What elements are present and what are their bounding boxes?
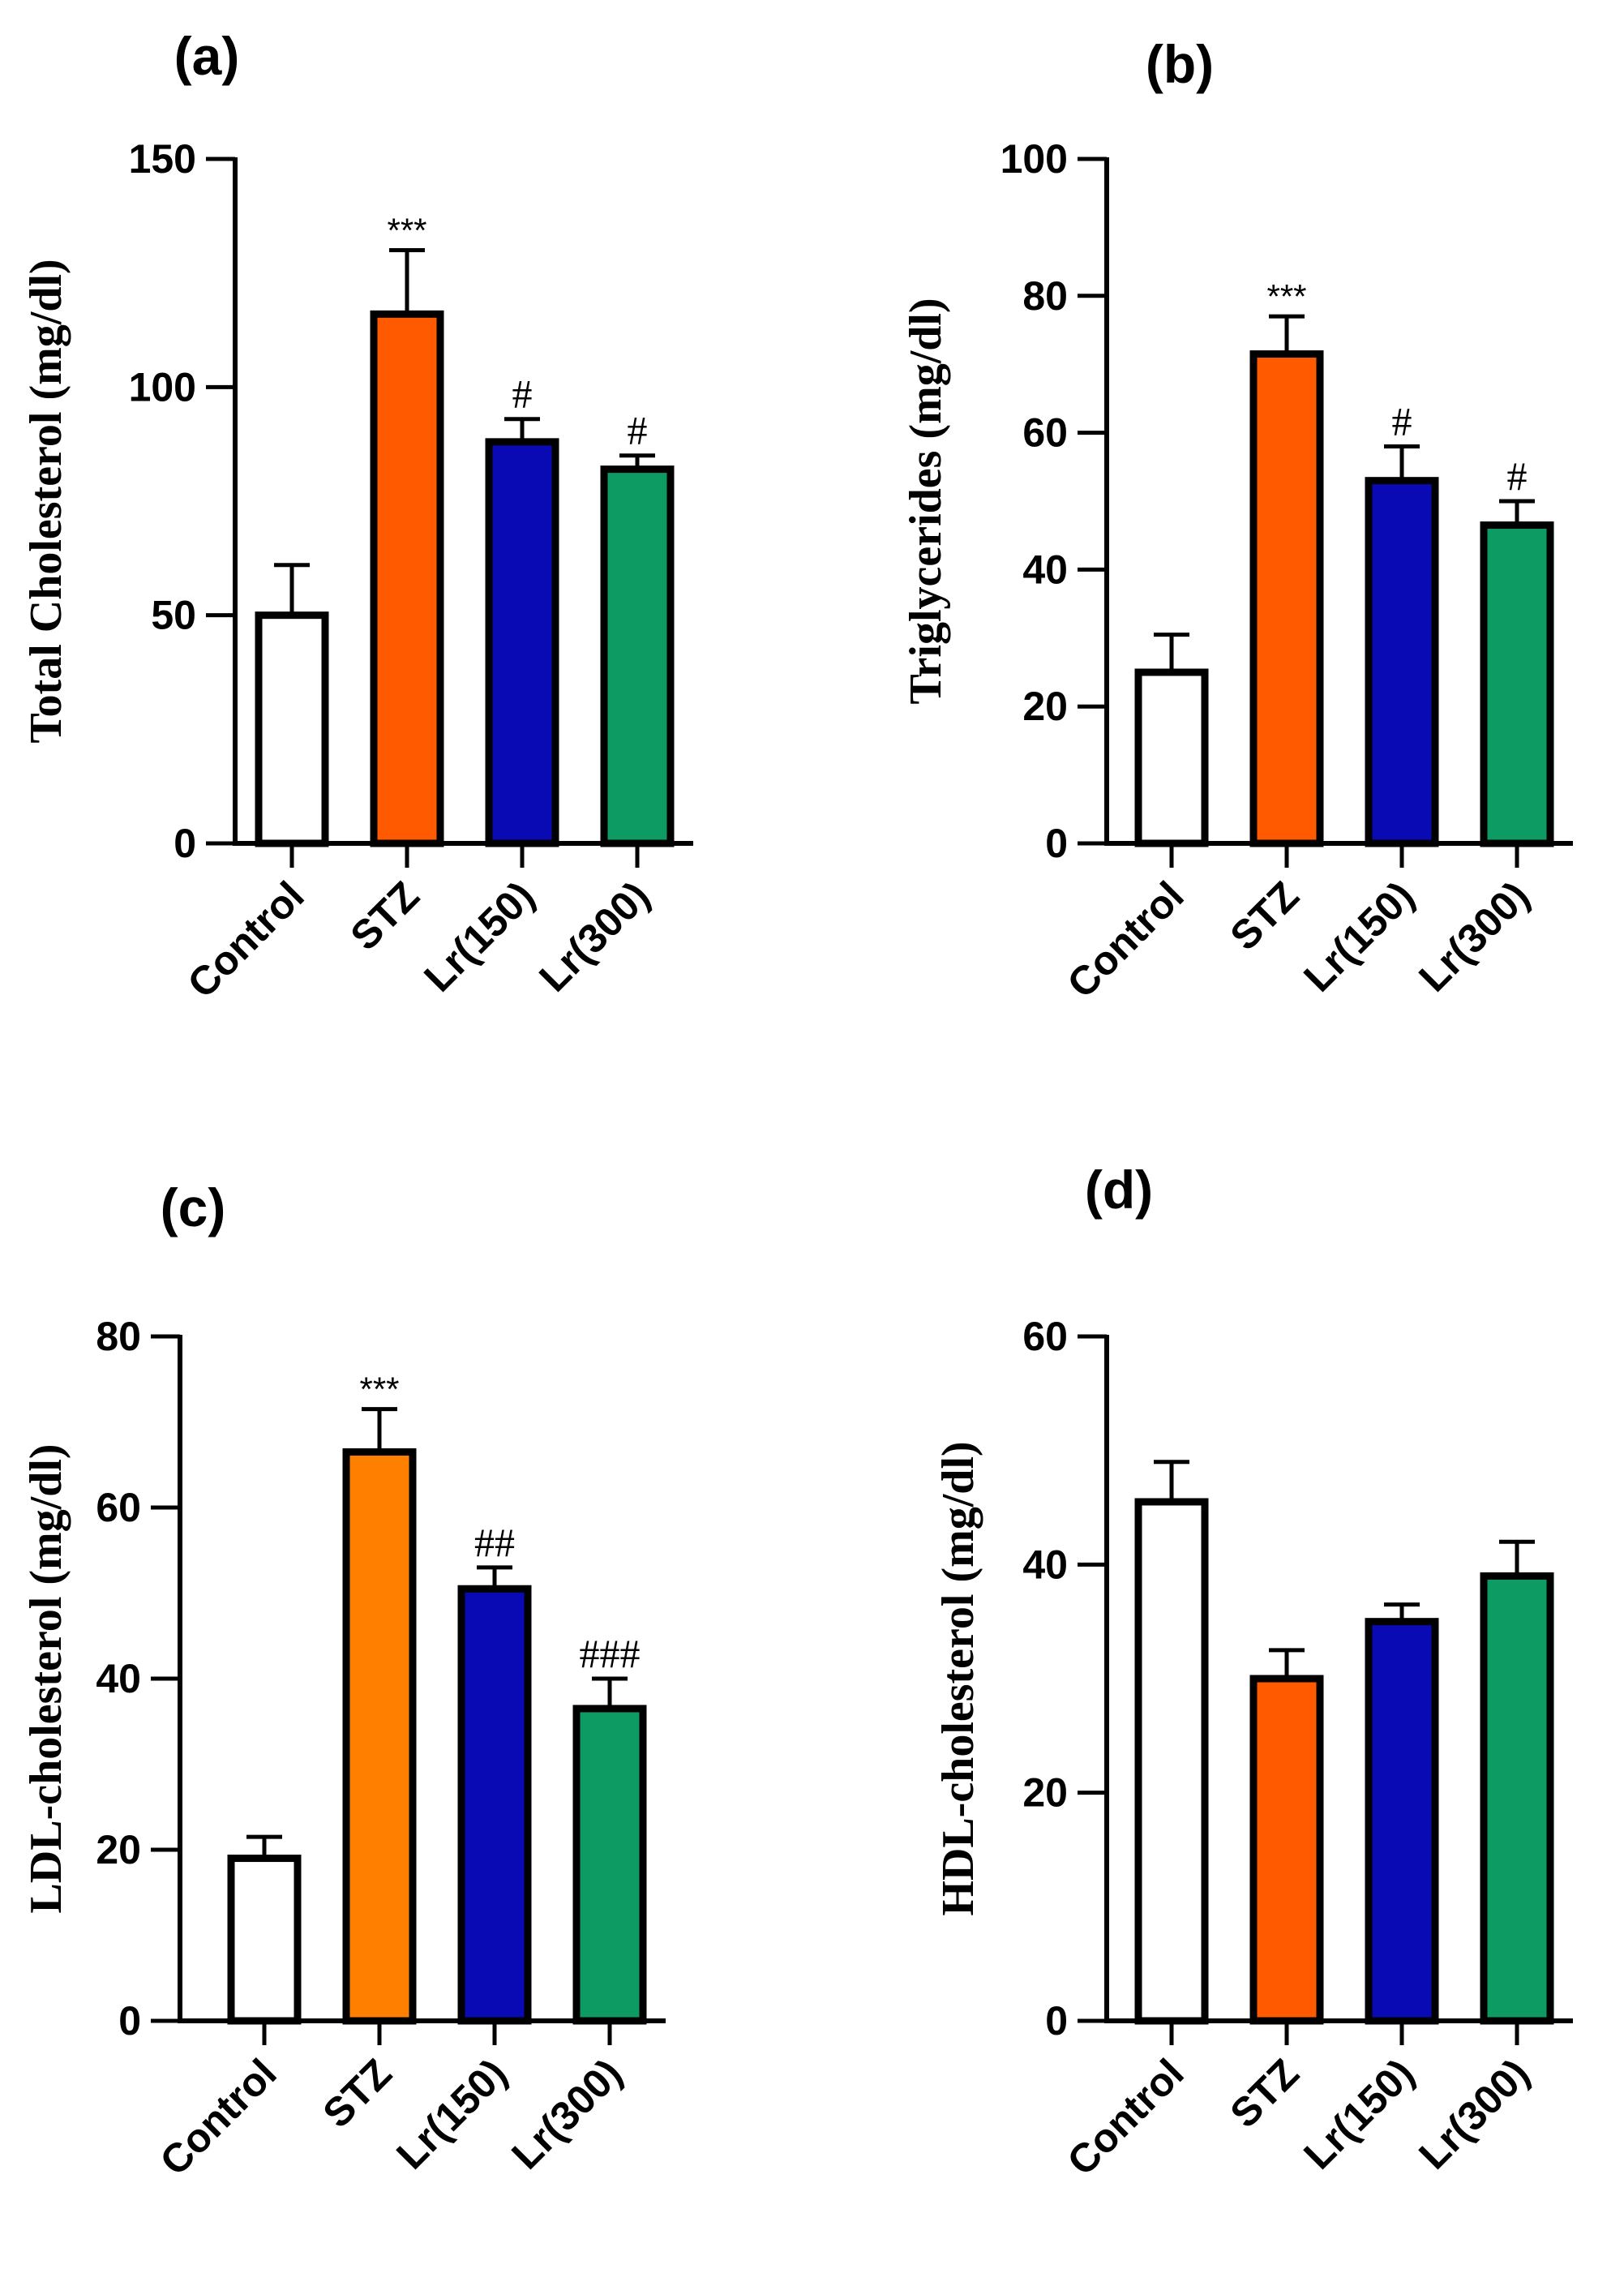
x-tick-label: Control [1059,873,1193,1006]
significance-label: *** [1266,277,1306,315]
significance-label: ### [580,1631,641,1676]
x-tick-label: Lr(300) [1410,2050,1537,2177]
significance-label: # [1507,453,1528,499]
chart-panel-a: (a) Total Cholesterol (mg/dl) Control *** ST… [21,26,693,1006]
chart-panel-b: (b) Triglycerides (mg/dl) Control *** STZ # Lr… [901,34,1573,1006]
y-axis-label: HDL-cholesterol (mg/dl) [933,1441,983,1915]
y-tick-label: 0 [118,1998,141,2044]
x-tick-label: Lr(300) [1410,873,1537,1000]
y-tick-label: 20 [1022,1770,1068,1816]
significance-label: *** [387,212,426,250]
x-tick-label: STZ [314,2050,400,2136]
bar [1365,1618,1439,2025]
bar [572,1705,647,2025]
bar [255,611,329,847]
y-tick-label: 20 [1022,684,1068,729]
bar [1249,1675,1324,2025]
panel-label: (b) [1146,34,1214,94]
y-tick-label: 60 [1022,1314,1068,1359]
significance-label: *** [359,1370,399,1409]
panel-label: (c) [161,1177,226,1237]
x-tick-label: Lr(300) [530,873,658,1000]
y-tick-label: 40 [1022,1542,1068,1587]
y-axis-label: Triglycerides (mg/dl) [901,298,951,704]
bar [1480,521,1554,847]
y-tick-label: 80 [1022,273,1068,319]
x-tick-label: Lr(150) [388,2050,515,2177]
bar [485,438,559,847]
y-tick-label: 0 [174,821,196,866]
y-tick-label: 80 [96,1314,141,1359]
bar [342,1448,417,2025]
panel-label: (a) [174,26,240,86]
x-tick-label: Control [1059,2050,1193,2184]
x-tick-label: Control [152,2050,285,2184]
y-tick-label: 40 [96,1656,141,1701]
panel-label: (d) [1085,1160,1153,1220]
x-tick-label: STZ [341,873,427,959]
significance-label: # [512,371,533,417]
x-tick-label: Lr(150) [415,873,542,1000]
y-tick-label: 0 [1045,821,1068,866]
y-tick-label: 50 [151,593,196,638]
bar [370,310,444,847]
bar [1134,1498,1209,2025]
bar [1365,477,1439,847]
bar [457,1585,532,2025]
bar [1249,350,1324,847]
chart-panel-d: (d) HDL-cholesterol (mg/dl) Control STZLr(1… [933,1160,1573,2184]
x-tick-label: STZ [1221,2050,1307,2136]
y-tick-label: 150 [129,136,196,182]
y-axis-label: LDL-cholesterol (mg/dl) [21,1443,71,1913]
bar [227,1855,302,2025]
y-tick-label: 100 [1001,136,1068,182]
significance-label: # [1392,398,1412,444]
significance-label: ## [474,1520,515,1565]
y-axis-label: Total Cholesterol (mg/dl) [21,259,71,743]
bar [1134,668,1209,847]
bar [1480,1572,1554,2025]
x-tick-label: Lr(300) [503,2050,630,2177]
x-tick-label: Lr(150) [1295,873,1422,1000]
chart-panel-c: (c) LDL-cholesterol (mg/dl) Control *** STZ #… [21,1177,666,2184]
x-tick-label: STZ [1221,873,1307,959]
y-tick-label: 20 [96,1827,141,1872]
y-tick-label: 0 [1045,1998,1068,2044]
bar [600,465,675,847]
y-tick-label: 60 [1022,410,1068,456]
y-tick-label: 100 [129,364,196,410]
significance-label: # [628,408,648,453]
x-tick-label: Control [179,873,313,1006]
x-tick-label: Lr(150) [1295,2050,1422,2177]
y-tick-label: 40 [1022,547,1068,592]
y-tick-label: 60 [96,1485,141,1530]
